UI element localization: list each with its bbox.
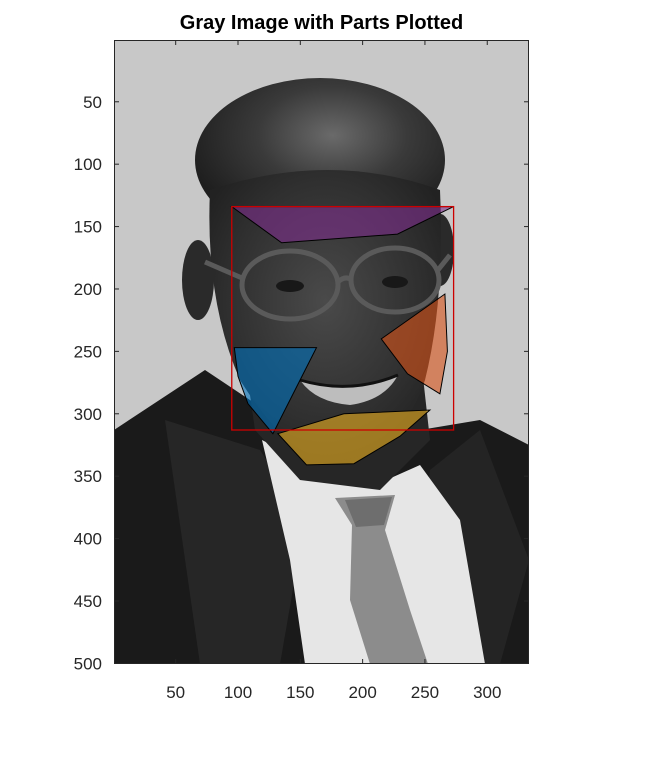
y-tick-label: 500 <box>74 654 102 673</box>
right-cheek-region <box>380 293 448 395</box>
plot-title: Gray Image with Parts Plotted <box>179 12 464 34</box>
y-tick-label: 50 <box>83 93 102 112</box>
y-tick-label: 150 <box>74 218 102 237</box>
y-tick-label: 450 <box>74 592 102 611</box>
x-axis-ticks: 50 100 150 200 250 300 <box>166 40 501 702</box>
x-tick-label: 100 <box>224 683 252 702</box>
x-tick-label: 300 <box>473 683 501 702</box>
y-tick-label: 200 <box>74 280 102 299</box>
image-axes <box>114 40 529 664</box>
left-cheek-region <box>233 347 318 435</box>
y-tick-label: 250 <box>74 342 102 361</box>
y-tick-label: 400 <box>74 530 102 549</box>
x-tick-label: 150 <box>286 683 314 702</box>
grayscale-portrait-image <box>114 40 529 664</box>
face-bounding-box <box>231 205 455 431</box>
x-tick-label: 50 <box>166 683 185 702</box>
y-tick-label: 300 <box>74 405 102 424</box>
x-tick-label: 200 <box>348 683 376 702</box>
face-part-overlays <box>230 205 455 466</box>
chin-region <box>276 409 432 466</box>
y-tick-label: 100 <box>74 155 102 174</box>
y-tick-label: 350 <box>74 467 102 486</box>
x-tick-label: 250 <box>411 683 439 702</box>
y-axis-ticks: 50 100 150 200 250 300 350 400 450 500 <box>74 93 529 673</box>
